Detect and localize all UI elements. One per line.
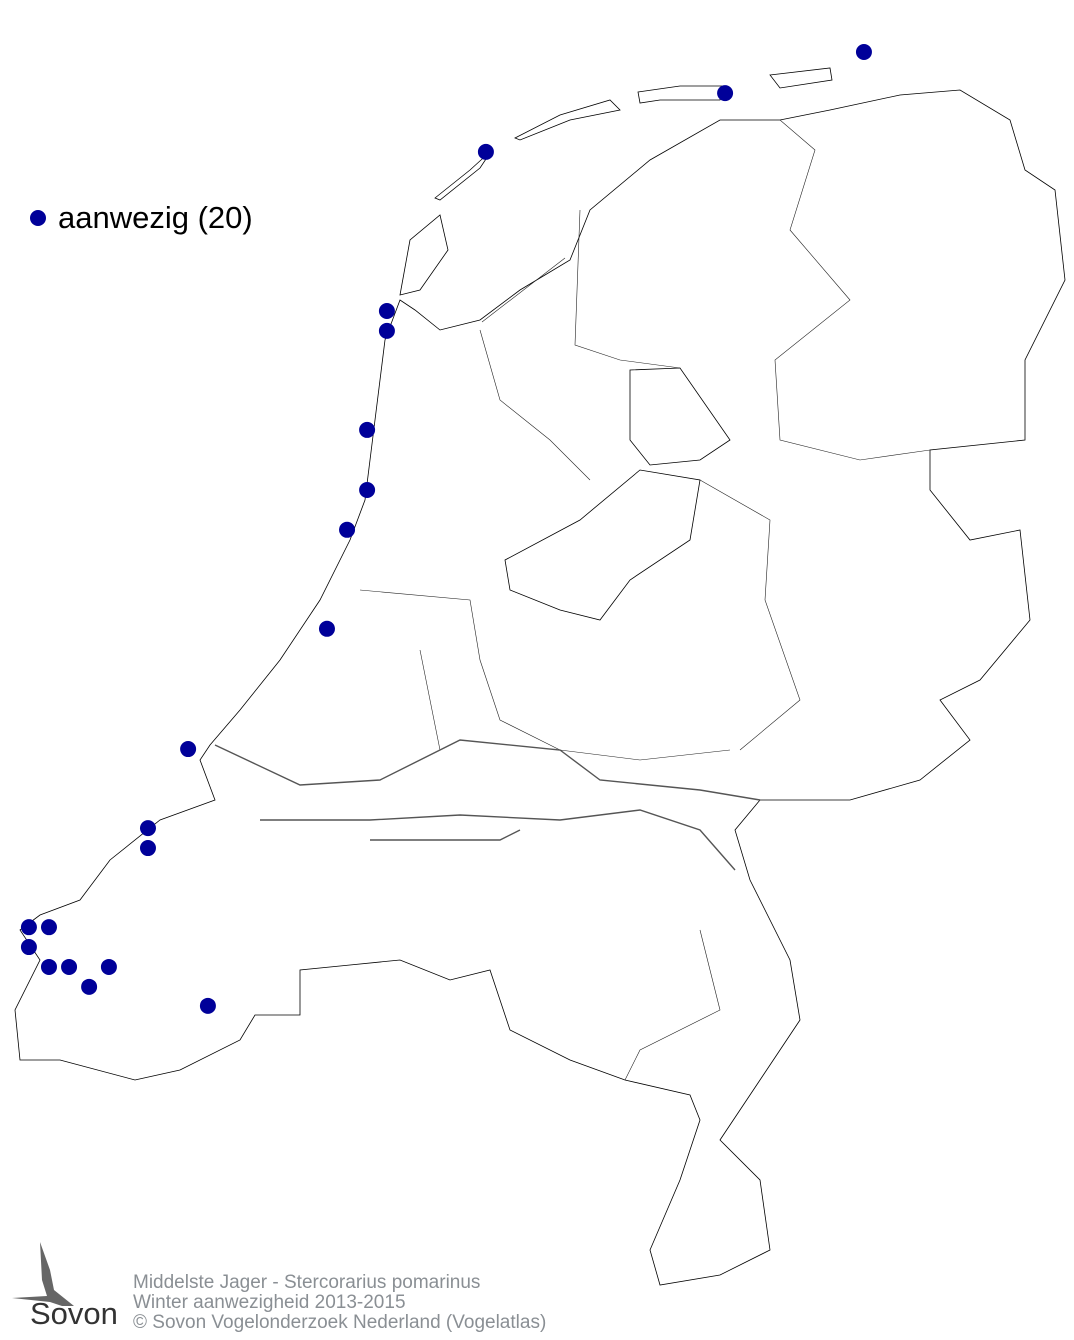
observation-marker [378, 322, 395, 339]
observation-marker [318, 620, 335, 637]
observation-marker [359, 421, 376, 438]
province-borders [359, 119, 931, 1081]
observation-marker [477, 143, 494, 160]
afsluitdijk [481, 257, 566, 323]
flevoland [629, 367, 731, 466]
observation-marker [855, 44, 872, 60]
observation-marker [139, 840, 156, 857]
mainland-border [14, 89, 1066, 1286]
observation-marker [139, 820, 156, 837]
observation-marker [81, 978, 98, 995]
sovon-swallow-logo-icon [12, 1242, 74, 1306]
observation-marker [20, 939, 37, 956]
observation-marker [717, 85, 734, 102]
observation-marker [61, 958, 78, 975]
logo-text: Sovon [30, 1296, 118, 1331]
flevoland-south [504, 469, 701, 621]
copyright: © Sovon Vogelonderzoek Nederland (Vogela… [133, 1312, 547, 1333]
map-caption: Middelste Jager - Stercorarius pomarinus… [133, 1273, 546, 1333]
schiermonnikoog [769, 67, 833, 89]
observation-marker [100, 958, 117, 975]
ameland [637, 85, 723, 104]
observation-marker [20, 919, 37, 936]
texel [399, 214, 449, 296]
species-title: Middelste Jager - Stercorarius pomarinus [133, 1272, 481, 1293]
observation-marker [339, 521, 356, 538]
legend-marker-icon [30, 210, 46, 226]
observation-marker [180, 741, 197, 758]
observation-markers [20, 44, 872, 1014]
observation-marker [199, 997, 216, 1014]
observation-marker [359, 482, 376, 499]
observation-marker [378, 303, 395, 320]
season-subtitle: Winter aanwezigheid 2013-2015 [133, 1292, 406, 1313]
observation-marker [40, 958, 57, 975]
land-outline [14, 67, 1066, 1286]
legend-label: aanwezig (20) [58, 200, 253, 235]
terschelling [514, 99, 621, 141]
observation-marker [40, 919, 57, 936]
legend: aanwezig (20) [30, 200, 253, 236]
rivers [214, 739, 761, 871]
